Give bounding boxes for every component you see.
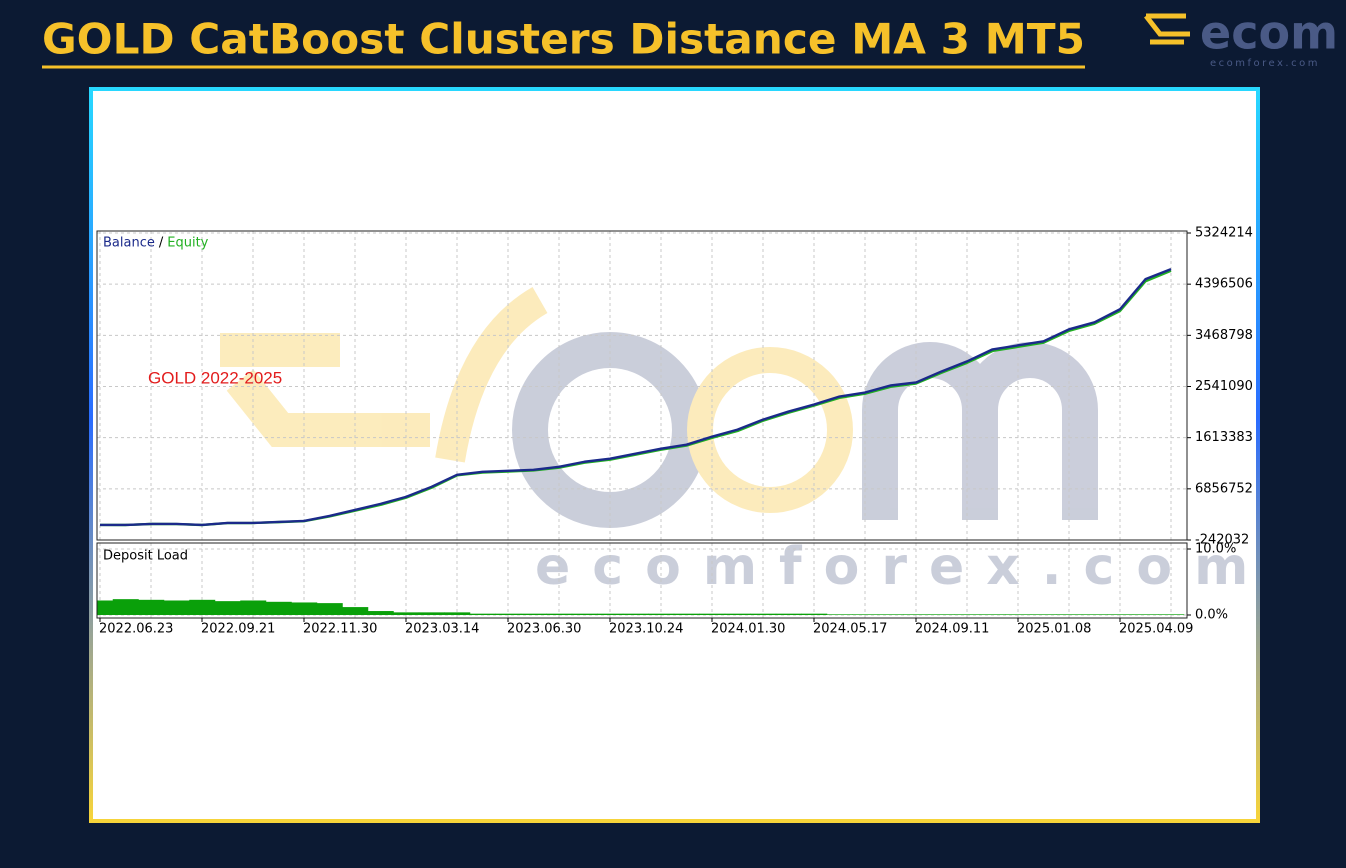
bar — [1030, 614, 1057, 615]
bar — [750, 613, 777, 615]
bar — [291, 602, 318, 615]
plot-area — [97, 543, 1187, 618]
x-tick-label: 2023.03.14 — [405, 622, 479, 637]
watermark-text: ecomforex.com — [535, 537, 1270, 597]
x-tick-label: 2024.01.30 — [711, 622, 785, 637]
watermark: ecomforex.com — [220, 286, 1270, 597]
bar — [240, 600, 267, 615]
bar — [954, 614, 981, 615]
bar — [393, 612, 420, 615]
bar — [214, 601, 241, 615]
bar — [1158, 614, 1185, 615]
watermark-mark — [220, 333, 430, 447]
logo-mark — [1144, 13, 1190, 45]
bar — [648, 613, 675, 615]
bar — [622, 613, 649, 615]
bar — [928, 614, 955, 615]
x-tick-label: 2024.09.11 — [915, 622, 989, 637]
bar — [801, 613, 828, 615]
annotation: GOLD 2022-2025 — [148, 368, 282, 387]
plots: 5324214 4396506 3468798 2541090 1613383 68567… — [96, 226, 1253, 637]
bar — [367, 611, 394, 615]
legend-entry: Balance — [103, 236, 155, 251]
x-tick-label: 2022.11.30 — [303, 622, 377, 637]
x-tick-label: 2025.01.08 — [1017, 622, 1091, 637]
bar — [1005, 614, 1032, 615]
y-tick-label: 5324214 — [1195, 226, 1253, 241]
plot-area — [97, 231, 1187, 540]
bar — [163, 600, 190, 615]
bar — [265, 601, 292, 615]
bar — [979, 614, 1006, 615]
watermark-m — [862, 342, 1098, 520]
bar — [1056, 614, 1083, 615]
bar — [189, 599, 216, 615]
series-line — [100, 268, 1172, 527]
y-tick-label: 10.0% — [1195, 542, 1236, 557]
bar — [597, 613, 624, 615]
bar — [826, 614, 853, 615]
bar — [571, 613, 598, 615]
bar — [877, 614, 904, 615]
y-tick-label: 4396506 — [1195, 277, 1253, 292]
plot-border — [96, 230, 1188, 541]
x-tick-label: 2023.10.24 — [609, 622, 683, 637]
logo-site: ecomforex.com — [1210, 58, 1320, 69]
bar — [546, 613, 573, 615]
bar — [138, 599, 165, 615]
x-tick-label: 2022.09.21 — [201, 622, 275, 637]
bar — [316, 603, 343, 615]
bar — [342, 607, 369, 615]
y-tick-label: 3468798 — [1195, 328, 1253, 343]
panel-title: Deposit Load — [103, 549, 188, 564]
bar — [852, 614, 879, 615]
bar — [673, 613, 700, 615]
y-tick-label: 2541090 — [1195, 379, 1253, 394]
x-tick-label: 2025.04.09 — [1119, 622, 1193, 637]
bar — [112, 599, 139, 615]
x-tick-label: 2024.05.17 — [813, 622, 887, 637]
legend-separator: / — [159, 236, 164, 251]
x-tick-label: 2023.06.30 — [507, 622, 581, 637]
bar — [724, 613, 751, 615]
legend-entry: Equity — [167, 236, 208, 251]
bar — [418, 612, 445, 615]
logo: ecom ecomforex.com — [1144, 6, 1338, 69]
chart-frame — [89, 87, 1260, 823]
bar — [469, 613, 496, 615]
bar — [444, 612, 471, 615]
bar — [699, 613, 726, 615]
bar — [1132, 614, 1159, 615]
bar — [495, 613, 522, 615]
y-tick-label: -242032 — [1195, 533, 1249, 548]
bar — [520, 613, 547, 615]
logo-wordmark: ecom — [1200, 6, 1338, 60]
watermark-o — [687, 347, 853, 513]
y-tick-label: 1613383 — [1195, 430, 1253, 445]
y-tick-label: 0.0% — [1195, 608, 1228, 623]
plot-border — [96, 542, 1188, 619]
x-tick-label: 2022.06.23 — [99, 622, 173, 637]
y-tick-label: 6856752 — [1195, 481, 1253, 496]
page-title: GOLD CatBoost Clusters Distance MA 3 MT5 — [42, 15, 1085, 64]
bar — [903, 614, 930, 615]
bar — [775, 613, 802, 615]
bar — [1107, 614, 1134, 615]
bar — [1081, 614, 1108, 615]
watermark-arc — [435, 286, 548, 463]
bar — [97, 600, 114, 615]
